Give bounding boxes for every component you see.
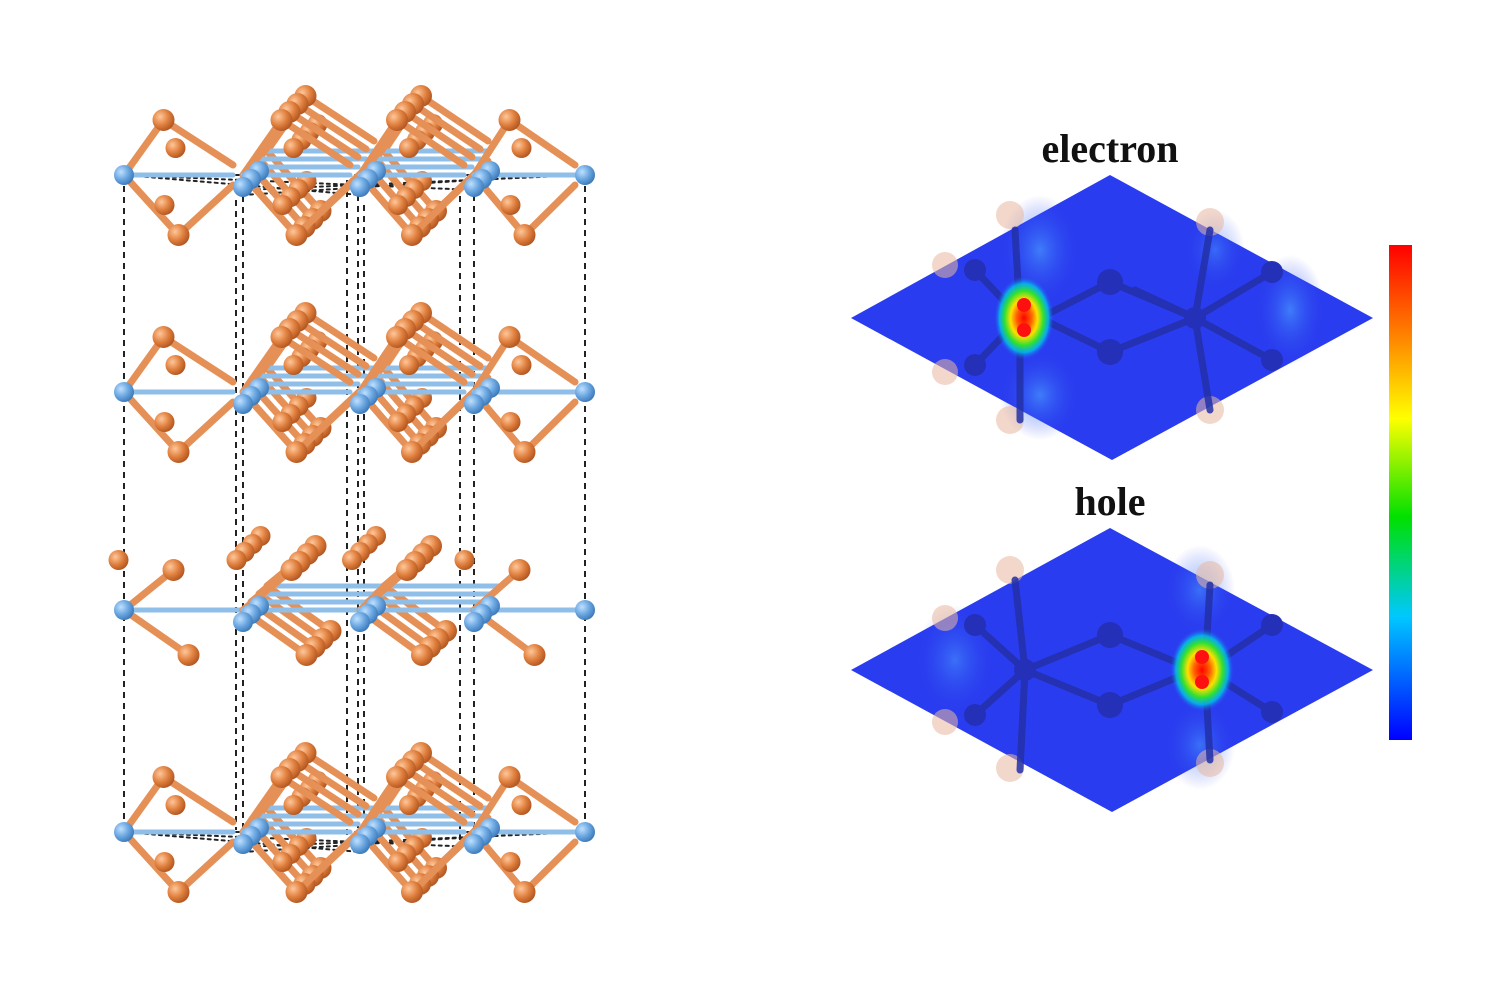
electron-label: electron (1042, 126, 1179, 171)
crystal-layer (114, 85, 595, 246)
hole-hotspot (1170, 628, 1234, 712)
electron-map-atoms (964, 259, 1283, 376)
crystal-layer (114, 742, 595, 903)
crystal-layers (108, 85, 595, 903)
electron-map-plane (851, 175, 1373, 460)
unit-cell-edges (123, 175, 586, 850)
hole-label: hole (1074, 479, 1145, 524)
crystal-layer (108, 526, 595, 666)
colorbar-gradient-icon (1389, 245, 1412, 740)
hole-map-plane (851, 528, 1373, 812)
electron-density-map (851, 175, 1373, 460)
hole-map-atoms (964, 614, 1283, 726)
hole-density-map (851, 528, 1373, 812)
crystal-layer (114, 302, 595, 463)
layered-crystal-structure-icon (108, 85, 595, 903)
electron-hotspot (994, 276, 1054, 360)
